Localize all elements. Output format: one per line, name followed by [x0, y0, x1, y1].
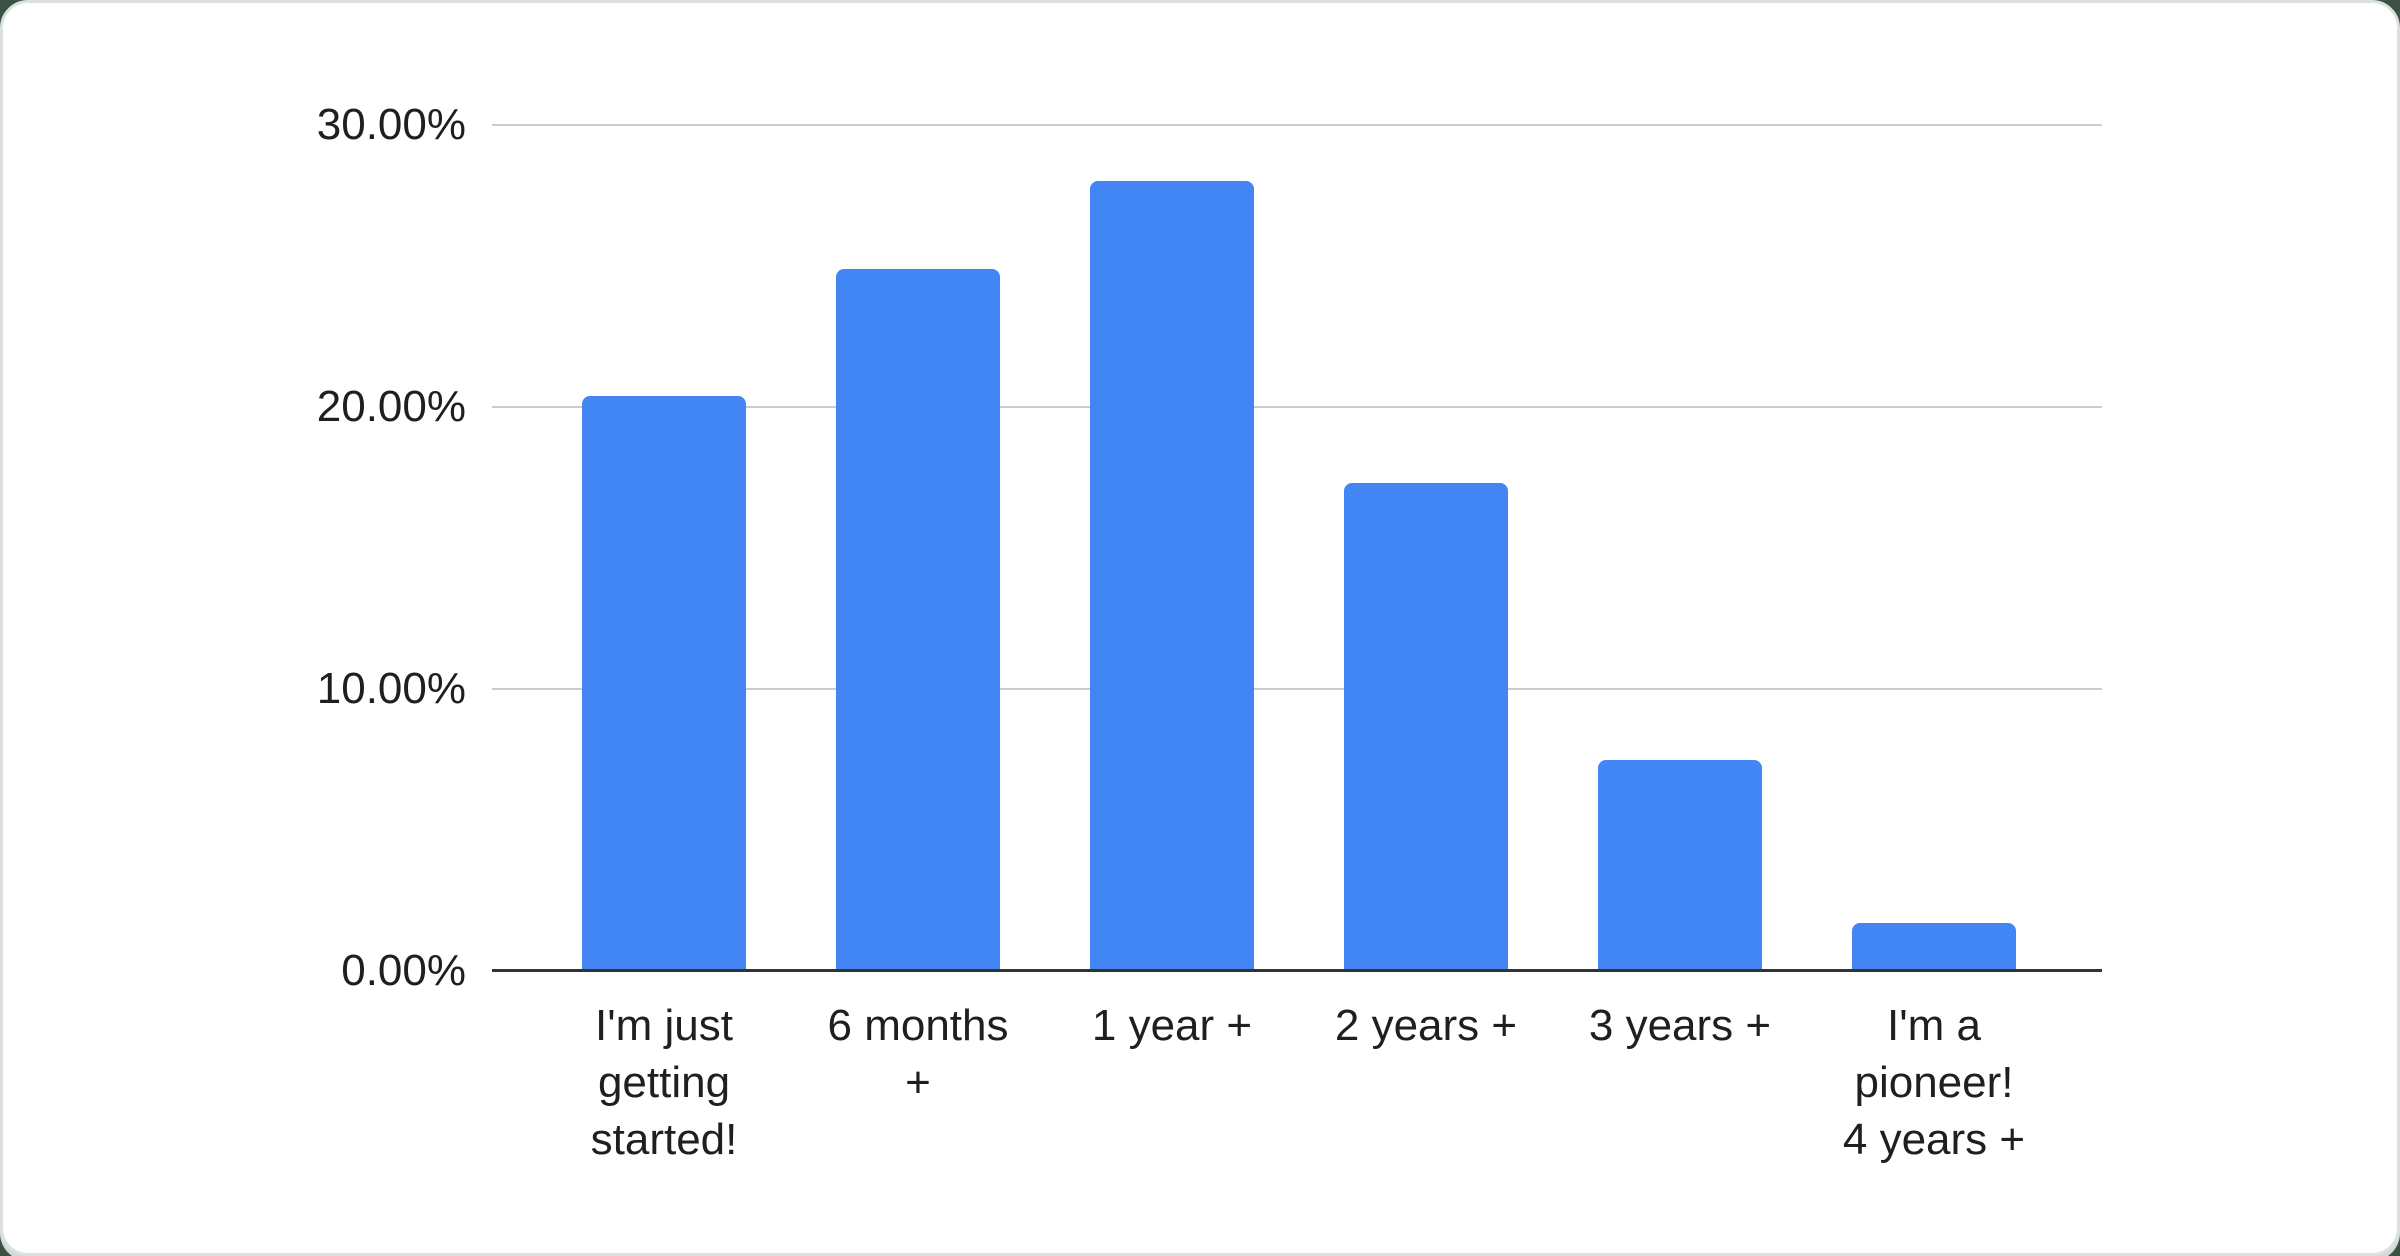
bar-6 [1852, 923, 2016, 971]
y-axis-tick-label: 0.00% [341, 946, 466, 995]
bar-chart-plot-area: 30.00% 20.00% 10.00% 0.00% I'm just getting … [3, 3, 2397, 1253]
x-axis-category-label: I'm just getting started! [590, 1001, 738, 1164]
y-axis-tick-label: 30.00% [316, 100, 466, 149]
x-axis-line [492, 969, 2102, 972]
x-axis-category-label: I'm a pioneer! 4 years + [1842, 1001, 2026, 1164]
bar-2 [836, 268, 1000, 971]
y-gridline [492, 688, 2102, 690]
y-axis-tick-label: 20.00% [316, 382, 466, 431]
x-axis-category-label: 2 years + [1334, 1001, 1518, 1050]
bar-1 [582, 395, 746, 971]
x-axis-category-label: 1 year + [1091, 1001, 1253, 1050]
y-axis-tick-label: 10.00% [316, 664, 466, 713]
x-axis-category-label: 6 months + [827, 1001, 1009, 1107]
bar-3 [1090, 181, 1254, 971]
x-axis-category-label: 3 years + [1588, 1001, 1772, 1050]
bar-4 [1344, 483, 1508, 971]
bar-5 [1598, 759, 1762, 971]
y-gridline [492, 406, 2102, 408]
y-gridline [492, 124, 2102, 126]
